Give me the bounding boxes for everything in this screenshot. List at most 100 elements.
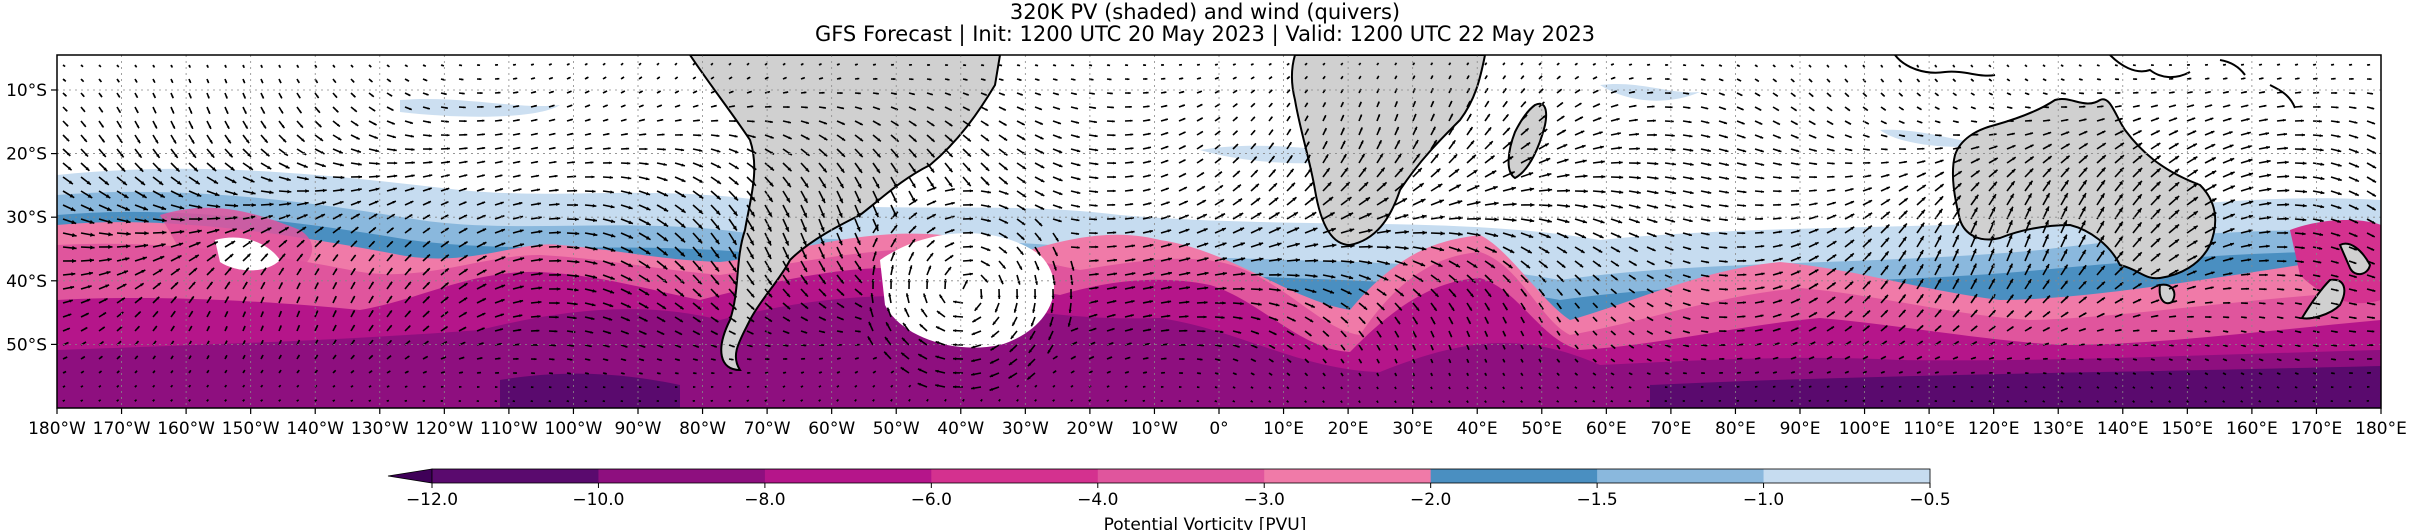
- wind-arrowhead: [2211, 157, 2216, 161]
- wind-arrowhead: [1234, 103, 1238, 106]
- wind-arrowhead: [1812, 122, 1816, 125]
- wind-arrowhead: [2317, 274, 2321, 278]
- wind-arrowhead: [1342, 127, 1345, 131]
- wind-arrowhead: [1148, 132, 1151, 136]
- wind-arrowhead: [930, 168, 935, 173]
- wind-arrowhead: [2010, 310, 2014, 314]
- wind-arrowhead: [370, 310, 374, 314]
- wind-arrowhead: [1867, 266, 1871, 271]
- wind-arrowhead: [2048, 131, 2052, 135]
- wind-arrowhead: [1252, 130, 1256, 133]
- wind-arrowhead: [1956, 208, 1960, 213]
- wind-arrowhead: [1808, 64, 1812, 68]
- wind-arrowhead: [2009, 278, 2013, 284]
- wind-arrowhead: [1257, 212, 1262, 217]
- wind-arrowhead: [1340, 76, 1343, 79]
- wind-arrowhead: [2063, 249, 2068, 254]
- wind-arrowhead: [1040, 150, 1044, 154]
- wind-arrowhead: [1884, 265, 1889, 270]
- wind-arrowhead: [1473, 263, 1478, 268]
- wind-arrowhead: [1328, 305, 1333, 309]
- wind-arrowhead: [1161, 63, 1165, 67]
- wind-arrowhead: [2137, 267, 2142, 272]
- wind-arrowhead: [1440, 215, 1445, 220]
- wind-arrowhead: [2156, 168, 2161, 173]
- wind-arrowhead: [1562, 130, 1566, 133]
- wind-arrowhead: [1849, 281, 1854, 286]
- wind-arrowhead: [1687, 317, 1691, 320]
- wind-arrowhead: [1381, 306, 1385, 311]
- wind-arrowhead: [2229, 272, 2233, 276]
- wind-arrowhead: [2266, 159, 2271, 164]
- wind-arrowhead: [1904, 173, 1908, 177]
- wind-arrowhead: [391, 121, 395, 125]
- wind-arrowhead: [1541, 292, 1545, 296]
- wind-arrowhead: [656, 63, 659, 66]
- wind-arrowhead: [749, 91, 752, 94]
- wind-arrowhead: [1186, 271, 1191, 276]
- wind-arrowhead: [1077, 191, 1081, 194]
- wind-arrowhead: [658, 91, 661, 94]
- wind-arrowhead: [2320, 162, 2325, 166]
- wind-arrowhead: [500, 188, 503, 191]
- wind-arrowhead: [2137, 314, 2141, 317]
- wind-arrowhead: [1076, 232, 1080, 235]
- wind-arrowhead: [2193, 169, 2198, 174]
- wind-arrowhead: [732, 239, 737, 245]
- wind-arrowhead: [1294, 288, 1299, 293]
- wind-arrowhead: [429, 160, 433, 164]
- wind-arrowhead: [102, 326, 105, 330]
- wind-arrowhead: [125, 219, 131, 224]
- wind-arrowhead: [2282, 118, 2286, 122]
- wind-arrowhead: [2352, 92, 2356, 95]
- wind-arrowhead: [804, 280, 808, 285]
- wind-arrowhead: [985, 181, 990, 186]
- wind-arrowhead: [877, 138, 881, 142]
- wind-arrowhead: [1361, 153, 1365, 158]
- wind-arrowhead: [1541, 101, 1545, 105]
- wind-arrowhead: [1594, 319, 1598, 322]
- wind-arrowhead: [1343, 154, 1347, 158]
- wind-arrowhead: [2248, 214, 2253, 219]
- wind-arrowhead: [661, 318, 666, 322]
- wind-arrowhead: [518, 328, 522, 332]
- wind-arrowhead: [1903, 198, 1908, 202]
- wind-arrowhead: [408, 241, 412, 244]
- wind-arrowhead: [1149, 285, 1154, 290]
- wind-arrowhead: [1703, 78, 1706, 81]
- wind-arrowhead: [85, 313, 89, 316]
- wind-arrowhead: [2118, 221, 2123, 227]
- wind-arrowhead: [985, 137, 989, 141]
- wind-arrowhead: [1112, 314, 1116, 317]
- wind-arrowhead: [1349, 228, 1355, 233]
- wind-arrowhead: [198, 217, 203, 222]
- wind-arrowhead: [2137, 222, 2142, 228]
- wind-arrowhead: [875, 183, 880, 189]
- wind-arrowhead: [784, 77, 787, 80]
- wind-arrowhead: [2227, 104, 2231, 107]
- wind-arrowhead: [297, 80, 300, 84]
- wind-arrowhead: [136, 125, 139, 129]
- wind-arrowhead: [840, 168, 845, 173]
- wind-arrowhead: [261, 96, 264, 99]
- wind-arrowhead: [2318, 119, 2322, 123]
- wind-arrowhead: [1598, 249, 1603, 253]
- wind-arrowhead: [482, 119, 485, 122]
- wind-arrowhead: [2266, 244, 2270, 248]
- wind-arrowhead: [1580, 249, 1585, 253]
- wind-arrowhead: [1508, 156, 1514, 161]
- wind-arrowhead: [1182, 159, 1186, 162]
- wind-arrowhead: [1058, 121, 1061, 125]
- wind-arrowhead: [1601, 189, 1606, 194]
- wind-arrowhead: [2335, 289, 2339, 292]
- wind-arrowhead: [593, 260, 598, 265]
- wind-arrowhead: [1707, 190, 1712, 194]
- wind-arrowhead: [1420, 262, 1426, 267]
- pv-darkest: [500, 366, 2381, 408]
- wind-arrowhead: [802, 240, 807, 246]
- wind-arrowhead: [447, 147, 450, 151]
- wind-arrowhead: [1165, 160, 1169, 163]
- wind-arrowhead: [1991, 207, 1996, 212]
- wind-arrowhead: [1972, 234, 1977, 240]
- wind-arrowhead: [573, 316, 577, 320]
